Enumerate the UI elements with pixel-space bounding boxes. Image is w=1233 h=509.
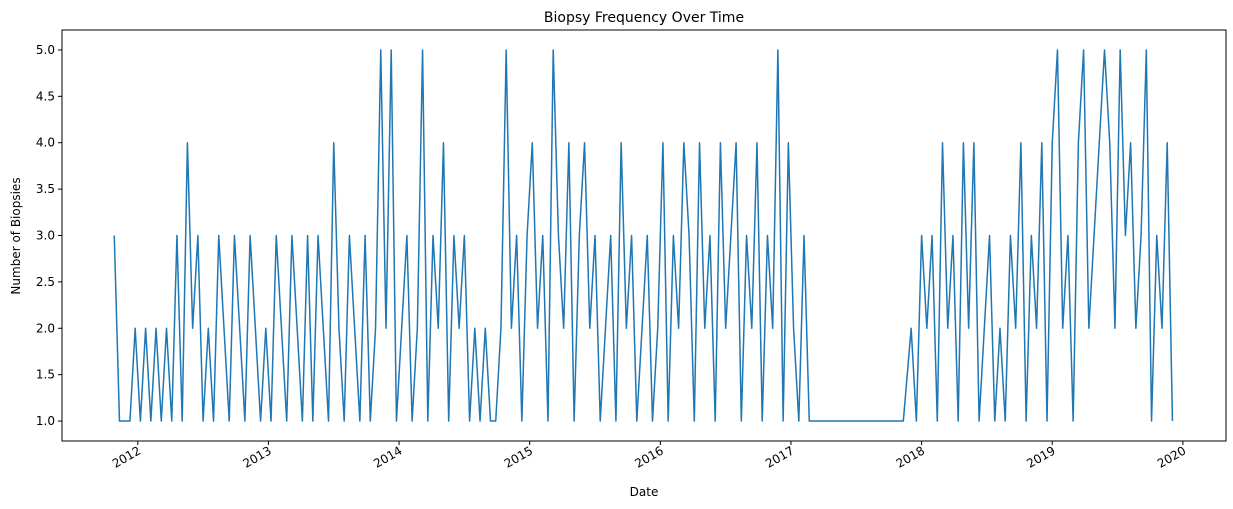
y-tick-label: 4.0: [36, 136, 55, 150]
chart-title: Biopsy Frequency Over Time: [544, 10, 744, 26]
plot-frame: [61, 29, 1227, 442]
y-tick-label: 4.5: [36, 89, 55, 103]
y-tick-label: 3.5: [36, 182, 55, 196]
y-tick-label: 2.0: [36, 321, 55, 335]
x-axis-label: Date: [630, 485, 659, 499]
y-axis-label: Number of Biopsies: [9, 177, 23, 294]
y-tick-label: 2.5: [36, 275, 55, 289]
data-line: [113, 49, 1174, 422]
y-tick-label: 3.0: [36, 229, 55, 243]
y-tick-label: 1.0: [36, 414, 55, 428]
y-tick-label: 5.0: [36, 43, 55, 57]
y-tick-label: 1.5: [36, 368, 55, 382]
